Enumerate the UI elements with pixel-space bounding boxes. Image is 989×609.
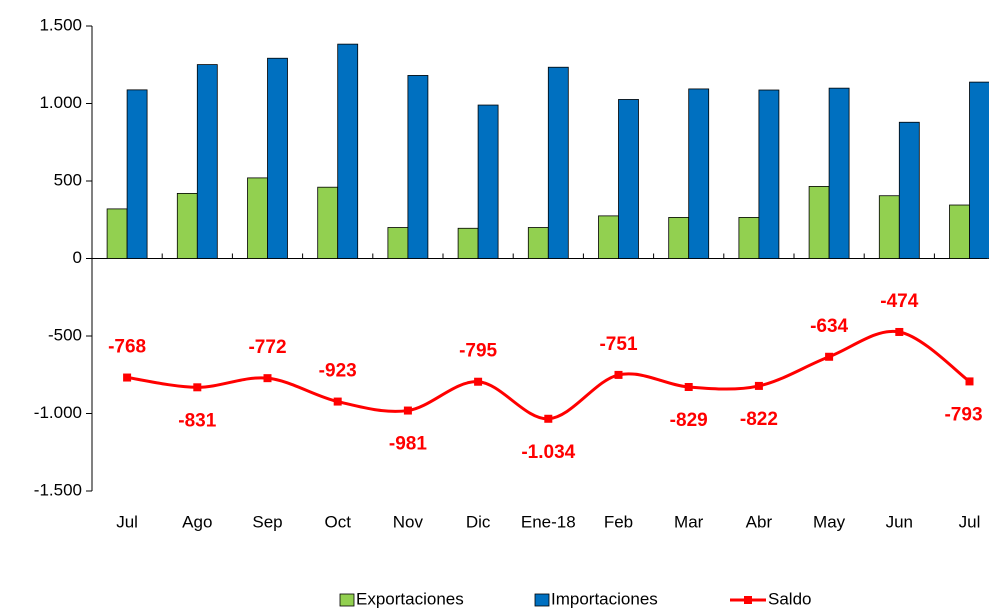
y-tick-label: 1.500 xyxy=(39,15,82,34)
x-tick-label: Ago xyxy=(182,512,212,531)
point xyxy=(263,374,272,383)
point xyxy=(825,352,834,361)
value-label: -822 xyxy=(740,409,778,430)
point xyxy=(544,414,553,423)
point xyxy=(474,377,483,386)
x-tick-label: Jul xyxy=(959,512,981,531)
point xyxy=(965,377,974,386)
bar xyxy=(668,217,690,259)
x-tick-label: Ene-18 xyxy=(521,512,576,531)
bar xyxy=(407,75,429,259)
point xyxy=(333,397,342,406)
y-tick-label: 500 xyxy=(54,170,82,189)
bar xyxy=(317,186,339,259)
bar xyxy=(758,89,780,259)
bar xyxy=(688,88,710,259)
x-tick-label: Feb xyxy=(604,512,633,531)
legend-swatch xyxy=(534,593,550,607)
value-label: -751 xyxy=(599,334,637,355)
value-label: -923 xyxy=(319,361,357,382)
point xyxy=(895,327,904,336)
bar xyxy=(547,66,569,259)
bar xyxy=(387,227,409,259)
bar xyxy=(949,204,970,259)
y-tick-label: -1.500 xyxy=(34,480,82,499)
bar xyxy=(267,57,288,259)
bar xyxy=(477,104,499,259)
y-tick-label: -500 xyxy=(48,325,82,344)
legend-label: Saldo xyxy=(768,589,811,608)
point xyxy=(193,383,202,392)
bar xyxy=(828,87,850,259)
x-tick-label: Abr xyxy=(746,512,773,531)
bar xyxy=(598,215,619,259)
x-tick-label: May xyxy=(813,512,846,531)
x-tick-label: Sep xyxy=(252,512,282,531)
y-tick-label: 1.000 xyxy=(39,93,82,112)
bar xyxy=(969,81,989,259)
legend-label: Exportaciones xyxy=(356,589,464,608)
value-label: -795 xyxy=(459,341,497,362)
bar xyxy=(618,99,639,259)
value-label: -981 xyxy=(389,434,427,455)
x-tick-label: Mar xyxy=(674,512,704,531)
y-tick-label: -1.000 xyxy=(34,403,82,422)
x-tick-label: Oct xyxy=(324,512,351,531)
x-tick-label: Jul xyxy=(116,512,138,531)
value-label: -634 xyxy=(810,316,848,337)
bar xyxy=(808,186,830,259)
value-label: -793 xyxy=(944,404,982,425)
x-tick-label: Dic xyxy=(466,512,491,531)
legend-label: Importaciones xyxy=(551,589,658,608)
bar xyxy=(176,192,198,259)
bar xyxy=(898,121,920,259)
x-tick-label: Nov xyxy=(393,512,424,531)
legend-marker xyxy=(744,596,752,604)
bar xyxy=(878,195,900,259)
point xyxy=(754,381,763,390)
value-label: -772 xyxy=(248,337,286,358)
bar xyxy=(527,227,549,259)
y-tick-label: 0 xyxy=(73,248,82,267)
bar xyxy=(457,227,479,259)
bar xyxy=(247,177,268,259)
point xyxy=(403,406,412,415)
bar xyxy=(126,89,148,259)
legend-swatch xyxy=(339,593,355,607)
value-label: -474 xyxy=(880,291,918,312)
x-tick-label: Jun xyxy=(886,512,913,531)
value-label: -831 xyxy=(178,410,216,431)
point xyxy=(684,382,693,391)
value-label: -1.034 xyxy=(521,442,575,463)
point xyxy=(123,373,132,382)
bar xyxy=(196,64,218,259)
bar xyxy=(106,208,128,259)
bar xyxy=(738,217,760,259)
value-label: -829 xyxy=(670,410,708,431)
point xyxy=(614,370,623,379)
bar xyxy=(337,43,359,259)
value-label: -768 xyxy=(108,337,146,358)
